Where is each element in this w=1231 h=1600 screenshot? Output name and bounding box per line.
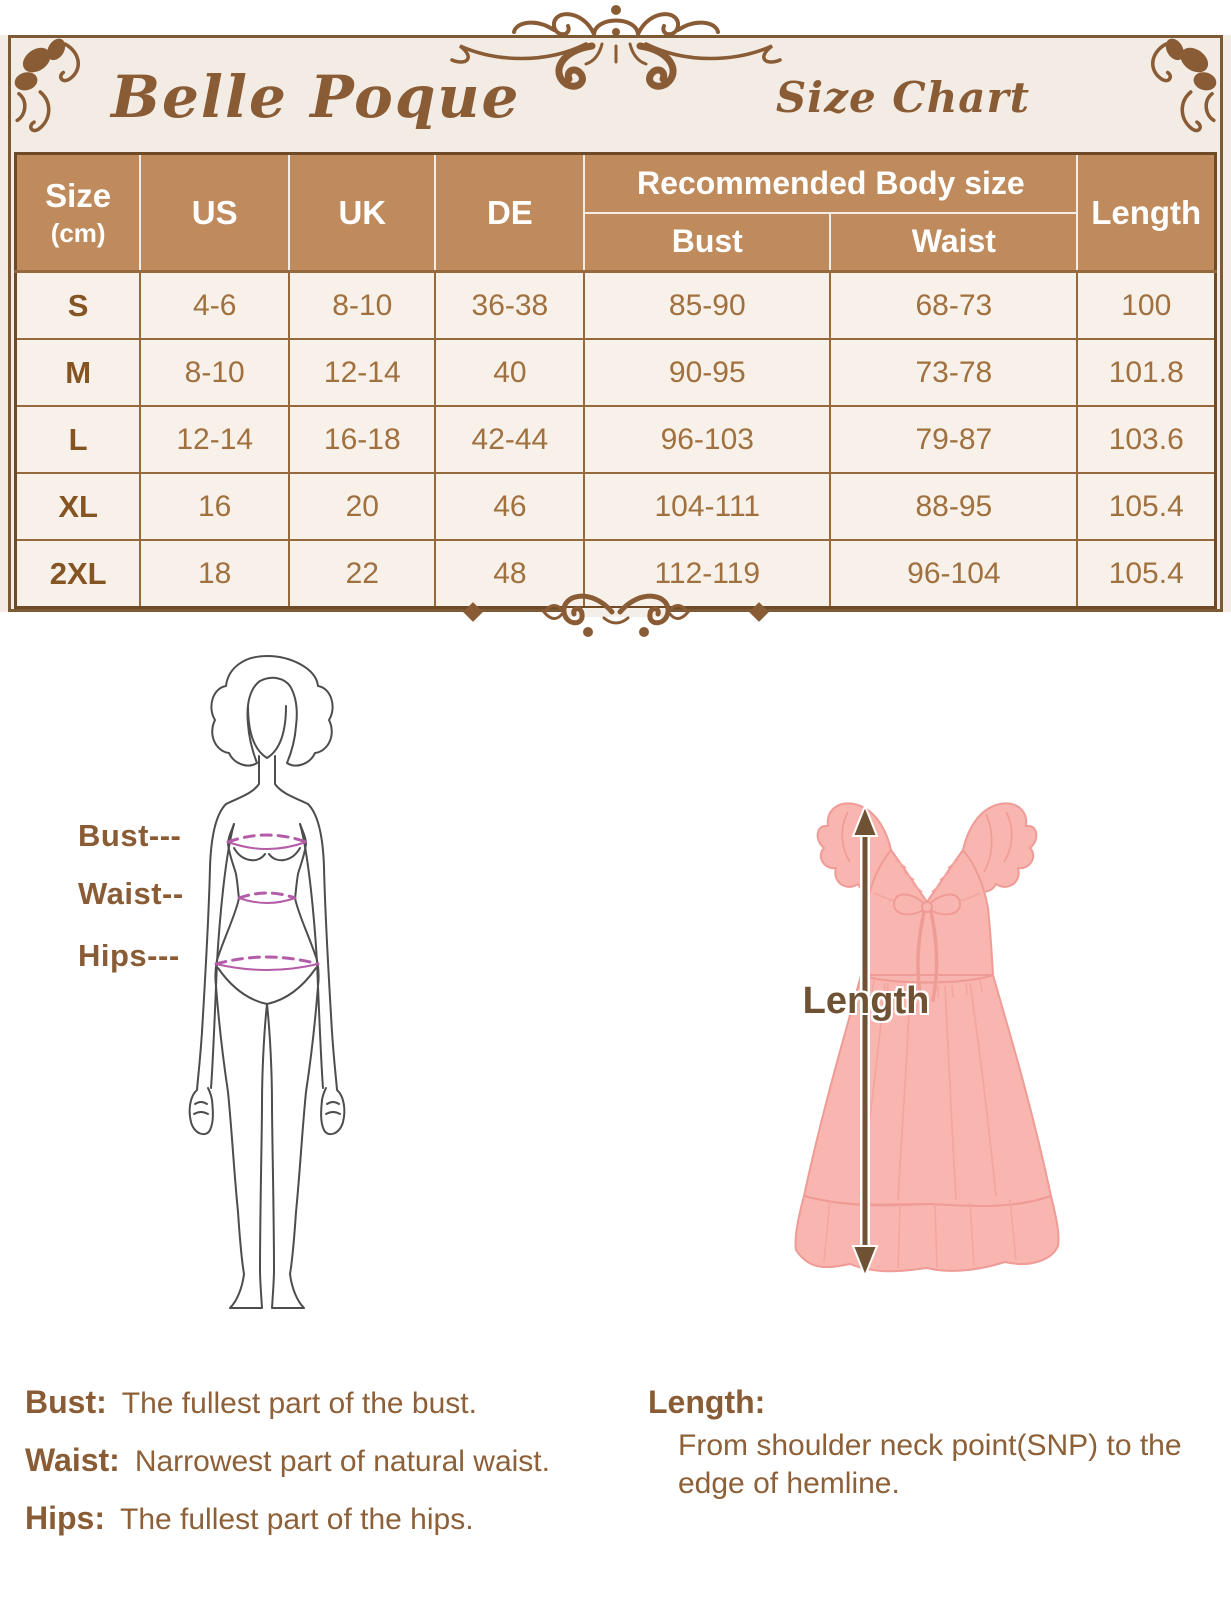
size-chart-panel: Belle Poque Size Chart Size (cm) US xyxy=(0,5,1231,612)
corner-flourish-icon xyxy=(1151,38,1217,133)
cell-length: 100 xyxy=(1076,270,1217,340)
corner-flourish-icon xyxy=(14,38,80,133)
table-row: L 12-14 16-18 42-44 96-103 79-87 103.6 xyxy=(14,405,1217,474)
cell-length: 105.4 xyxy=(1076,472,1217,541)
hips-definition: Hips: The fullest part of the hips. xyxy=(25,1500,474,1537)
cell-us: 12-14 xyxy=(139,405,291,474)
cell-de: 48 xyxy=(434,539,586,609)
cell-length: 101.8 xyxy=(1076,338,1217,407)
waist-text: Narrowest part of natural waist. xyxy=(134,1445,550,1478)
col-header-us: US xyxy=(139,152,291,273)
cell-bust: 104-111 xyxy=(583,472,832,541)
body-figure-illustration xyxy=(188,655,346,1309)
cell-us: 4-6 xyxy=(139,270,291,340)
hips-measure-label: Hips--- xyxy=(78,938,180,973)
decorative-frame: Belle Poque Size Chart Size (cm) US xyxy=(8,35,1223,612)
cell-size: M xyxy=(14,338,142,407)
cell-bust: 112-119 xyxy=(583,539,832,609)
length-definition: Length: From shoulder neck point(SNP) to… xyxy=(648,1384,1193,1503)
cell-size: S xyxy=(14,270,142,340)
dress-illustration xyxy=(794,802,1060,1279)
col-header-uk: UK xyxy=(288,152,437,273)
bust-measure-label: Bust--- xyxy=(78,818,182,853)
col-header-length: Length xyxy=(1076,152,1217,273)
cell-uk: 16-18 xyxy=(288,405,437,474)
page-title: Size Chart xyxy=(775,72,1030,122)
cell-length: 105.4 xyxy=(1076,539,1217,609)
cell-de: 36-38 xyxy=(434,270,586,340)
length-arrow-icon xyxy=(851,803,879,1279)
cell-de: 46 xyxy=(434,472,586,541)
cell-size: 2XL xyxy=(14,539,142,609)
cell-size: L xyxy=(14,405,142,474)
cell-de: 42-44 xyxy=(434,405,586,474)
cell-uk: 8-10 xyxy=(288,270,437,340)
cell-bust: 96-103 xyxy=(583,405,832,474)
cell-us: 18 xyxy=(139,539,291,609)
col-header-size: Size (cm) xyxy=(14,152,142,273)
table-header: Size (cm) US UK DE Recommended Body size… xyxy=(14,152,1217,273)
cell-us: 16 xyxy=(139,472,291,541)
cell-waist: 68-73 xyxy=(829,270,1079,340)
col-header-waist: Waist xyxy=(829,211,1079,273)
cell-size: XL xyxy=(14,472,142,541)
bust-definition: Bust: The fullest part of the bust. xyxy=(25,1384,477,1421)
table-row: 2XL 18 22 48 112-119 96-104 105.4 xyxy=(14,539,1217,609)
table-row: XL 16 20 46 104-111 88-95 105.4 xyxy=(14,472,1217,541)
hips-text: The fullest part of the hips. xyxy=(120,1503,474,1536)
length-text: From shoulder neck point(SNP) to the edg… xyxy=(678,1429,1182,1500)
cell-waist: 73-78 xyxy=(829,338,1079,407)
cell-us: 8-10 xyxy=(139,338,291,407)
divider-flourish-icon xyxy=(462,593,769,637)
cell-de: 40 xyxy=(434,338,586,407)
top-flourish-icon xyxy=(449,5,782,90)
col-header-de: DE xyxy=(434,152,586,273)
bust-text: The fullest part of the bust. xyxy=(121,1387,477,1420)
cell-uk: 20 xyxy=(288,472,437,541)
brand-name: Belle Poque xyxy=(111,63,521,131)
cell-waist: 96-104 xyxy=(829,539,1079,609)
cell-waist: 88-95 xyxy=(829,472,1079,541)
length-term: Length: xyxy=(648,1384,766,1420)
size-label: Size xyxy=(45,176,112,214)
table-row: M 8-10 12-14 40 90-95 73-78 101.8 xyxy=(14,338,1217,407)
dress-length-label: Length xyxy=(802,980,930,1022)
cell-bust: 90-95 xyxy=(583,338,832,407)
cell-uk: 12-14 xyxy=(288,338,437,407)
cell-uk: 22 xyxy=(288,539,437,609)
hips-term: Hips: xyxy=(25,1500,105,1536)
col-header-bust: Bust xyxy=(583,211,832,273)
cell-length: 103.6 xyxy=(1076,405,1217,474)
bust-term: Bust: xyxy=(25,1384,107,1420)
cell-waist: 79-87 xyxy=(829,405,1079,474)
waist-term: Waist: xyxy=(25,1442,120,1478)
col-header-recommended: Recommended Body size xyxy=(583,152,1079,214)
size-unit: (cm) xyxy=(50,217,106,248)
table-row: S 4-6 8-10 36-38 85-90 68-73 100 xyxy=(14,270,1217,340)
size-chart-table: Size (cm) US UK DE Recommended Body size… xyxy=(14,152,1217,609)
waist-definition: Waist: Narrowest part of natural waist. xyxy=(25,1442,550,1479)
cell-bust: 85-90 xyxy=(583,270,832,340)
waist-measure-label: Waist-- xyxy=(78,876,184,911)
header-row: Belle Poque Size Chart xyxy=(11,38,1220,152)
